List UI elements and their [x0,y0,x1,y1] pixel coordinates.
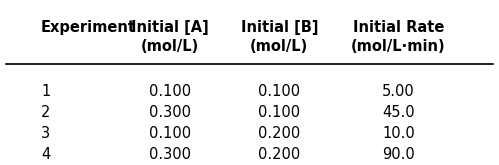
Text: Initial Rate
(mol/L·min): Initial Rate (mol/L·min) [351,20,446,54]
Text: 4: 4 [41,147,50,162]
Text: 90.0: 90.0 [382,147,415,162]
Text: 5.00: 5.00 [382,84,415,99]
Text: 1: 1 [41,84,50,99]
Text: 45.0: 45.0 [382,105,415,120]
Text: 3: 3 [41,126,50,141]
Text: 0.100: 0.100 [149,126,191,141]
Text: 0.300: 0.300 [149,147,191,162]
Text: 0.100: 0.100 [258,105,300,120]
Text: 0.100: 0.100 [149,84,191,99]
Text: 0.200: 0.200 [258,147,300,162]
Text: Initial [A]
(mol/L): Initial [A] (mol/L) [131,20,209,54]
Text: 10.0: 10.0 [382,126,415,141]
Text: Initial [B]
(mol/L): Initial [B] (mol/L) [241,20,318,54]
Text: Experiment: Experiment [41,20,136,35]
Text: 0.200: 0.200 [258,126,300,141]
Text: 2: 2 [41,105,50,120]
Text: 0.300: 0.300 [149,105,191,120]
Text: 0.100: 0.100 [258,84,300,99]
